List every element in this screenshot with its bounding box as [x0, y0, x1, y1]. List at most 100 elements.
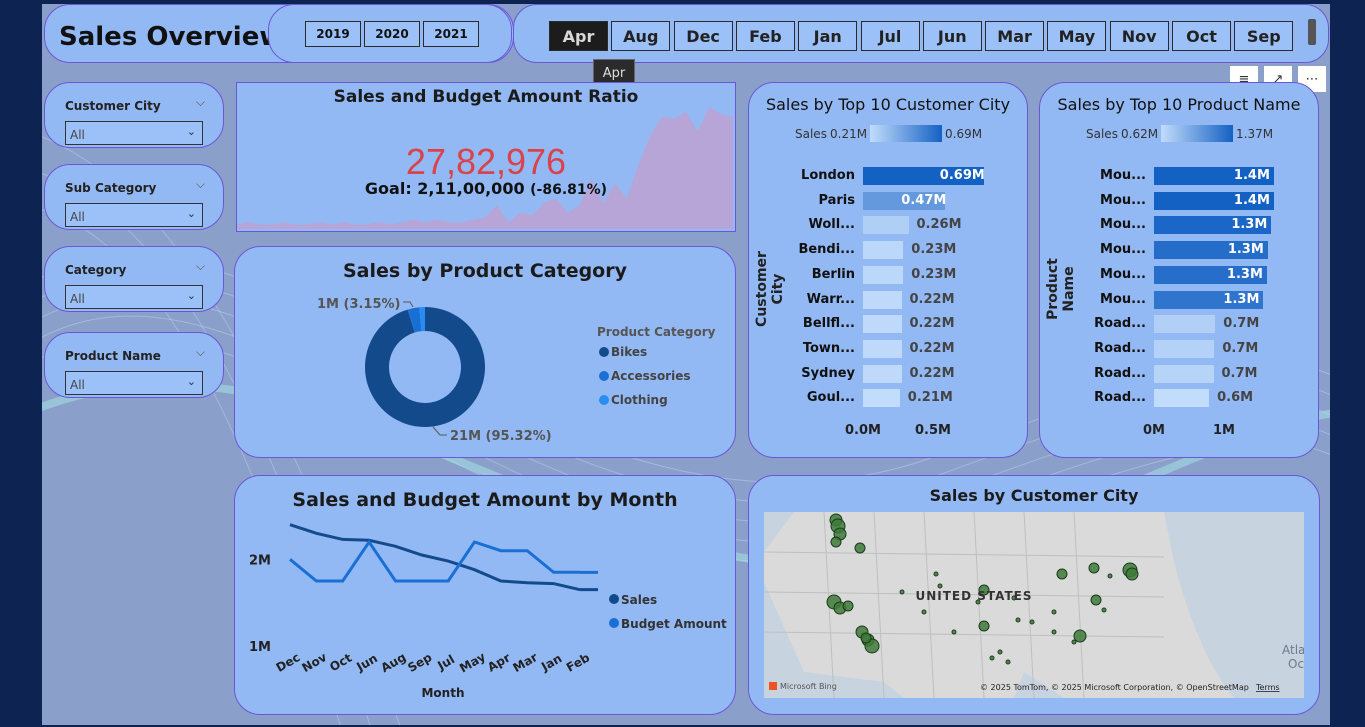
- legend-label: Sales: [1086, 127, 1118, 141]
- donut-slice-accessories[interactable]: [407, 307, 422, 333]
- filter-dropdown[interactable]: All ⌄: [65, 203, 203, 227]
- city-bubble[interactable]: [975, 599, 981, 605]
- bar[interactable]: [1154, 290, 1264, 309]
- x-tick-label: 0.5M: [915, 423, 951, 438]
- city-bubble[interactable]: [1051, 629, 1057, 635]
- month-button-aug[interactable]: Aug: [611, 21, 671, 51]
- filter-category: Category ⌵ All ⌄: [44, 246, 224, 312]
- city-bubble[interactable]: [1101, 607, 1107, 613]
- bar[interactable]: [1154, 216, 1272, 235]
- donut-slice-bikes[interactable]: [365, 307, 485, 427]
- filter-dropdown[interactable]: All ⌄: [65, 121, 203, 145]
- ocean-label: Oc: [1288, 657, 1304, 671]
- month-button-jul[interactable]: Jul: [860, 21, 920, 51]
- filter-dropdown[interactable]: All ⌄: [65, 371, 203, 395]
- month-button-mar[interactable]: Mar: [985, 21, 1045, 51]
- city-bubble[interactable]: [921, 609, 927, 615]
- city-bubble[interactable]: [951, 629, 957, 635]
- legend-item-bikes[interactable]: Bikes: [599, 345, 647, 359]
- x-axis-title: Month: [421, 686, 464, 700]
- donut-slice-clothing[interactable]: [419, 307, 425, 332]
- bar[interactable]: [863, 265, 904, 284]
- filter-dropdown[interactable]: All ⌄: [65, 285, 203, 309]
- dropdown-arrow-icon: ⌄: [186, 375, 196, 388]
- bar-label: Road...: [1094, 340, 1146, 356]
- bar[interactable]: [1154, 339, 1215, 358]
- city-bubble[interactable]: [1107, 573, 1113, 579]
- city-bubble[interactable]: [1029, 619, 1035, 625]
- chevron-down-icon[interactable]: ⌵: [195, 345, 205, 359]
- city-bubble[interactable]: [1056, 568, 1068, 580]
- year-button-2020[interactable]: 2020: [364, 21, 420, 47]
- top-product-card: Sales by Top 10 Product Name Sales 0.62M 1…: [1039, 82, 1319, 458]
- city-bubble[interactable]: [1005, 659, 1011, 665]
- city-bubble[interactable]: [1011, 595, 1017, 601]
- bar[interactable]: [863, 241, 904, 260]
- month-button-oct[interactable]: Oct: [1172, 21, 1231, 51]
- month-button-feb[interactable]: Feb: [735, 21, 795, 51]
- city-bubble[interactable]: [989, 655, 995, 661]
- bar[interactable]: [863, 389, 900, 408]
- city-bubble[interactable]: [978, 620, 990, 632]
- bar-value-label: 0.7M: [1223, 316, 1260, 332]
- month-button-apr[interactable]: Apr: [549, 21, 608, 51]
- series-line-budget-amount[interactable]: [289, 539, 580, 583]
- year-button-2021[interactable]: 2021: [423, 21, 479, 47]
- city-bubble[interactable]: [937, 583, 943, 589]
- bar[interactable]: [863, 216, 909, 235]
- bar-label: Mou...: [1100, 266, 1146, 282]
- bar[interactable]: [1154, 241, 1268, 260]
- chevron-down-icon[interactable]: ⌵: [195, 259, 205, 273]
- city-bubble[interactable]: [860, 632, 872, 644]
- city-bubble[interactable]: [1073, 629, 1087, 643]
- city-bubble[interactable]: [1051, 609, 1057, 615]
- bar[interactable]: [863, 315, 902, 334]
- bar-label: Bendi...: [798, 242, 855, 258]
- month-button-dec[interactable]: Dec: [673, 21, 733, 51]
- city-bubble[interactable]: [1071, 639, 1077, 645]
- city-bubble[interactable]: [997, 649, 1003, 655]
- bar-value-label: 0.23M: [911, 266, 957, 282]
- city-bubble[interactable]: [899, 589, 905, 595]
- month-button-nov[interactable]: Nov: [1109, 21, 1169, 51]
- series-line-sales[interactable]: [289, 523, 581, 592]
- bar[interactable]: [1154, 265, 1267, 284]
- bar[interactable]: [863, 167, 984, 185]
- month-button-sep[interactable]: Sep: [1234, 21, 1294, 51]
- bar[interactable]: [863, 339, 902, 358]
- chevron-down-icon[interactable]: ⌵: [195, 177, 205, 191]
- city-bubble[interactable]: [842, 600, 854, 612]
- legend-item-clothing[interactable]: Clothing: [599, 393, 668, 407]
- bar-label: London: [801, 168, 855, 183]
- bar[interactable]: [1154, 389, 1210, 408]
- year-button-2019[interactable]: 2019: [305, 21, 361, 47]
- chevron-down-icon[interactable]: ⌵: [195, 95, 205, 109]
- leader-line: [403, 301, 414, 308]
- bar[interactable]: [863, 364, 902, 383]
- slicer-scrollbar[interactable]: [1308, 19, 1316, 45]
- map-terms-link[interactable]: Terms: [1255, 683, 1280, 692]
- city-bubble[interactable]: [933, 571, 939, 577]
- bing-logo-icon: [769, 682, 777, 690]
- city-bubble[interactable]: [1015, 617, 1021, 623]
- bar-value-label: 1.3M: [1223, 291, 1260, 307]
- city-bubble[interactable]: [1088, 562, 1100, 574]
- bar[interactable]: [1154, 191, 1274, 210]
- legend-item-accessories[interactable]: Accessories: [599, 369, 691, 383]
- bar[interactable]: [863, 191, 946, 210]
- bar[interactable]: [1154, 167, 1274, 185]
- month-button-jan[interactable]: Jan: [798, 21, 858, 51]
- bar[interactable]: [1154, 364, 1214, 383]
- month-button-may[interactable]: May: [1047, 21, 1107, 51]
- more-options-icon[interactable]: ⋯: [1298, 66, 1326, 92]
- city-bubble[interactable]: [830, 536, 842, 548]
- city-bubble[interactable]: [1125, 567, 1139, 581]
- bar[interactable]: [1154, 315, 1216, 334]
- month-button-jun[interactable]: Jun: [922, 21, 982, 51]
- city-bubble[interactable]: [854, 542, 866, 554]
- city-bubble[interactable]: [978, 584, 990, 596]
- bar-label: Sydney: [801, 365, 855, 381]
- city-bubble[interactable]: [1090, 594, 1102, 606]
- bar[interactable]: [863, 290, 902, 309]
